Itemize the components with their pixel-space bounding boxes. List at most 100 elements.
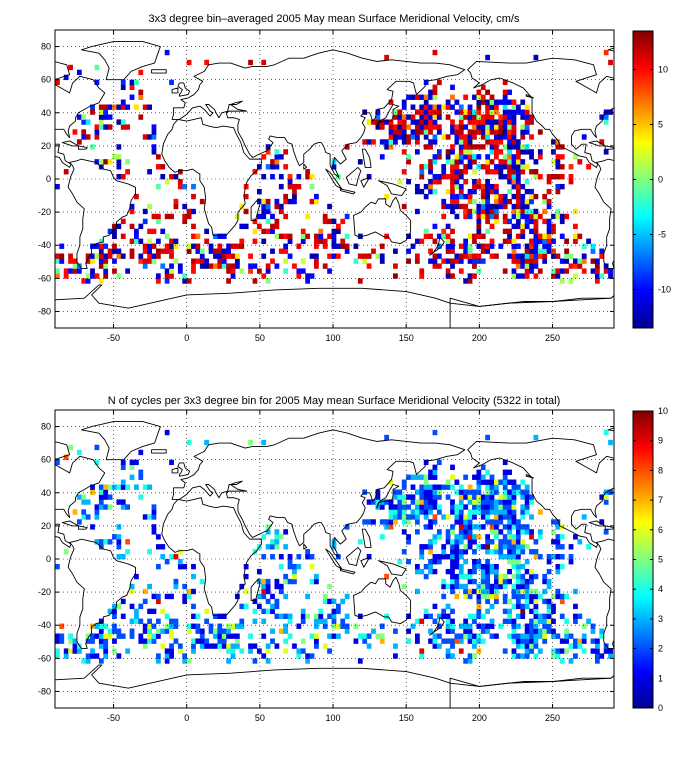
cycles-bin (85, 653, 91, 659)
velocity-bin (90, 258, 95, 264)
velocity-bin (274, 198, 280, 205)
velocity-bin (520, 134, 526, 140)
cycles-bin (529, 623, 534, 629)
cycles-bin (252, 643, 258, 649)
y-tick-label: 20 (41, 141, 51, 151)
velocity-bin (454, 193, 460, 200)
cycles-bin (472, 613, 477, 619)
cycles-bin (204, 643, 210, 649)
cycles-bin (533, 643, 539, 649)
velocity-bin (529, 213, 534, 220)
velocity-bin (489, 119, 495, 125)
velocity-bin (472, 114, 477, 120)
velocity-bin (507, 119, 512, 125)
velocity-bin (485, 139, 491, 145)
velocity-bin (515, 233, 521, 239)
velocity-bin (265, 278, 271, 284)
velocity-bin (283, 243, 289, 249)
cycles-bin (283, 529, 289, 535)
cycles-bin (480, 464, 486, 470)
velocity-bin (498, 149, 504, 155)
cycles-bin (252, 618, 258, 624)
velocity-bin (480, 164, 486, 170)
velocity-bin (428, 104, 433, 110)
cycles-bin (507, 598, 512, 605)
velocity-bin (445, 159, 451, 165)
coastline (81, 422, 160, 460)
cycles-bin (384, 573, 390, 580)
cycles-bin (590, 623, 596, 629)
cycles-bin (494, 489, 499, 495)
velocity-bin (520, 258, 526, 264)
velocity-bin (467, 129, 473, 135)
velocity-bin (230, 273, 236, 279)
velocity-bin (63, 273, 69, 279)
velocity-bin (300, 233, 306, 239)
cycles-bin (515, 554, 521, 560)
velocity-bin (520, 183, 526, 190)
cycles-bin (511, 618, 517, 624)
velocity-bin (515, 263, 521, 269)
cycles-bin (489, 603, 495, 610)
cycles-bin (436, 559, 442, 565)
velocity-bin (375, 124, 381, 130)
velocity-bin (594, 273, 600, 279)
velocity-bin (90, 273, 95, 279)
velocity-bin (603, 49, 609, 56)
velocity-bin (169, 213, 174, 220)
cycles-bin (494, 568, 499, 575)
cycles-bin (63, 549, 69, 555)
velocity-bin (419, 119, 425, 125)
velocity-bin (467, 198, 473, 205)
cycles-bin (103, 539, 109, 545)
velocity-bin (608, 59, 613, 66)
cycles-bin (428, 494, 433, 500)
velocity-bin (265, 144, 271, 150)
cycles-bin (226, 648, 231, 654)
velocity-bin (551, 213, 556, 220)
velocity-bin (520, 213, 526, 220)
cycles-bin (476, 509, 482, 515)
cycles-bin (515, 539, 521, 545)
velocity-bin (103, 124, 109, 130)
cycles-bin (397, 509, 403, 515)
velocity-bin (155, 248, 161, 254)
velocity-bin (498, 119, 504, 125)
coastline (251, 199, 260, 221)
cycles-bin (476, 648, 482, 654)
cycles-chart-title: N of cycles per 3x3 degree bin for 2005 … (108, 395, 560, 407)
velocity-bin (494, 183, 499, 190)
cycles-bin (142, 514, 148, 520)
cycles-bin (507, 534, 512, 540)
cycles-bin (577, 638, 583, 644)
cycles-bin (515, 484, 521, 490)
coastline (689, 498, 696, 616)
velocity-bin (507, 149, 512, 155)
velocity-bin (467, 144, 473, 150)
cycles-bin (555, 588, 561, 595)
velocity-bin (472, 238, 477, 244)
velocity-bin (524, 198, 530, 205)
velocity-bin (129, 208, 135, 215)
cycles-bin (480, 623, 486, 629)
velocity-bin (515, 154, 521, 160)
velocity-bin (551, 159, 556, 165)
cycles-bin (441, 608, 447, 615)
velocity-bin (182, 213, 188, 220)
velocity-bin (494, 198, 499, 205)
velocity-bin (450, 164, 455, 170)
velocity-bin (155, 213, 161, 220)
velocity-bin (371, 139, 376, 145)
velocity-bin (573, 233, 578, 239)
velocity-bin (94, 79, 100, 86)
cycles-bin (476, 588, 482, 595)
cycles-bin (537, 593, 543, 600)
velocity-bin (603, 114, 609, 120)
cycles-bin (423, 504, 429, 510)
cycles-bin (72, 509, 78, 515)
cycles-bin (489, 593, 495, 600)
velocity-bin (265, 228, 271, 235)
velocity-bin (129, 94, 135, 100)
velocity-bin (515, 198, 521, 205)
